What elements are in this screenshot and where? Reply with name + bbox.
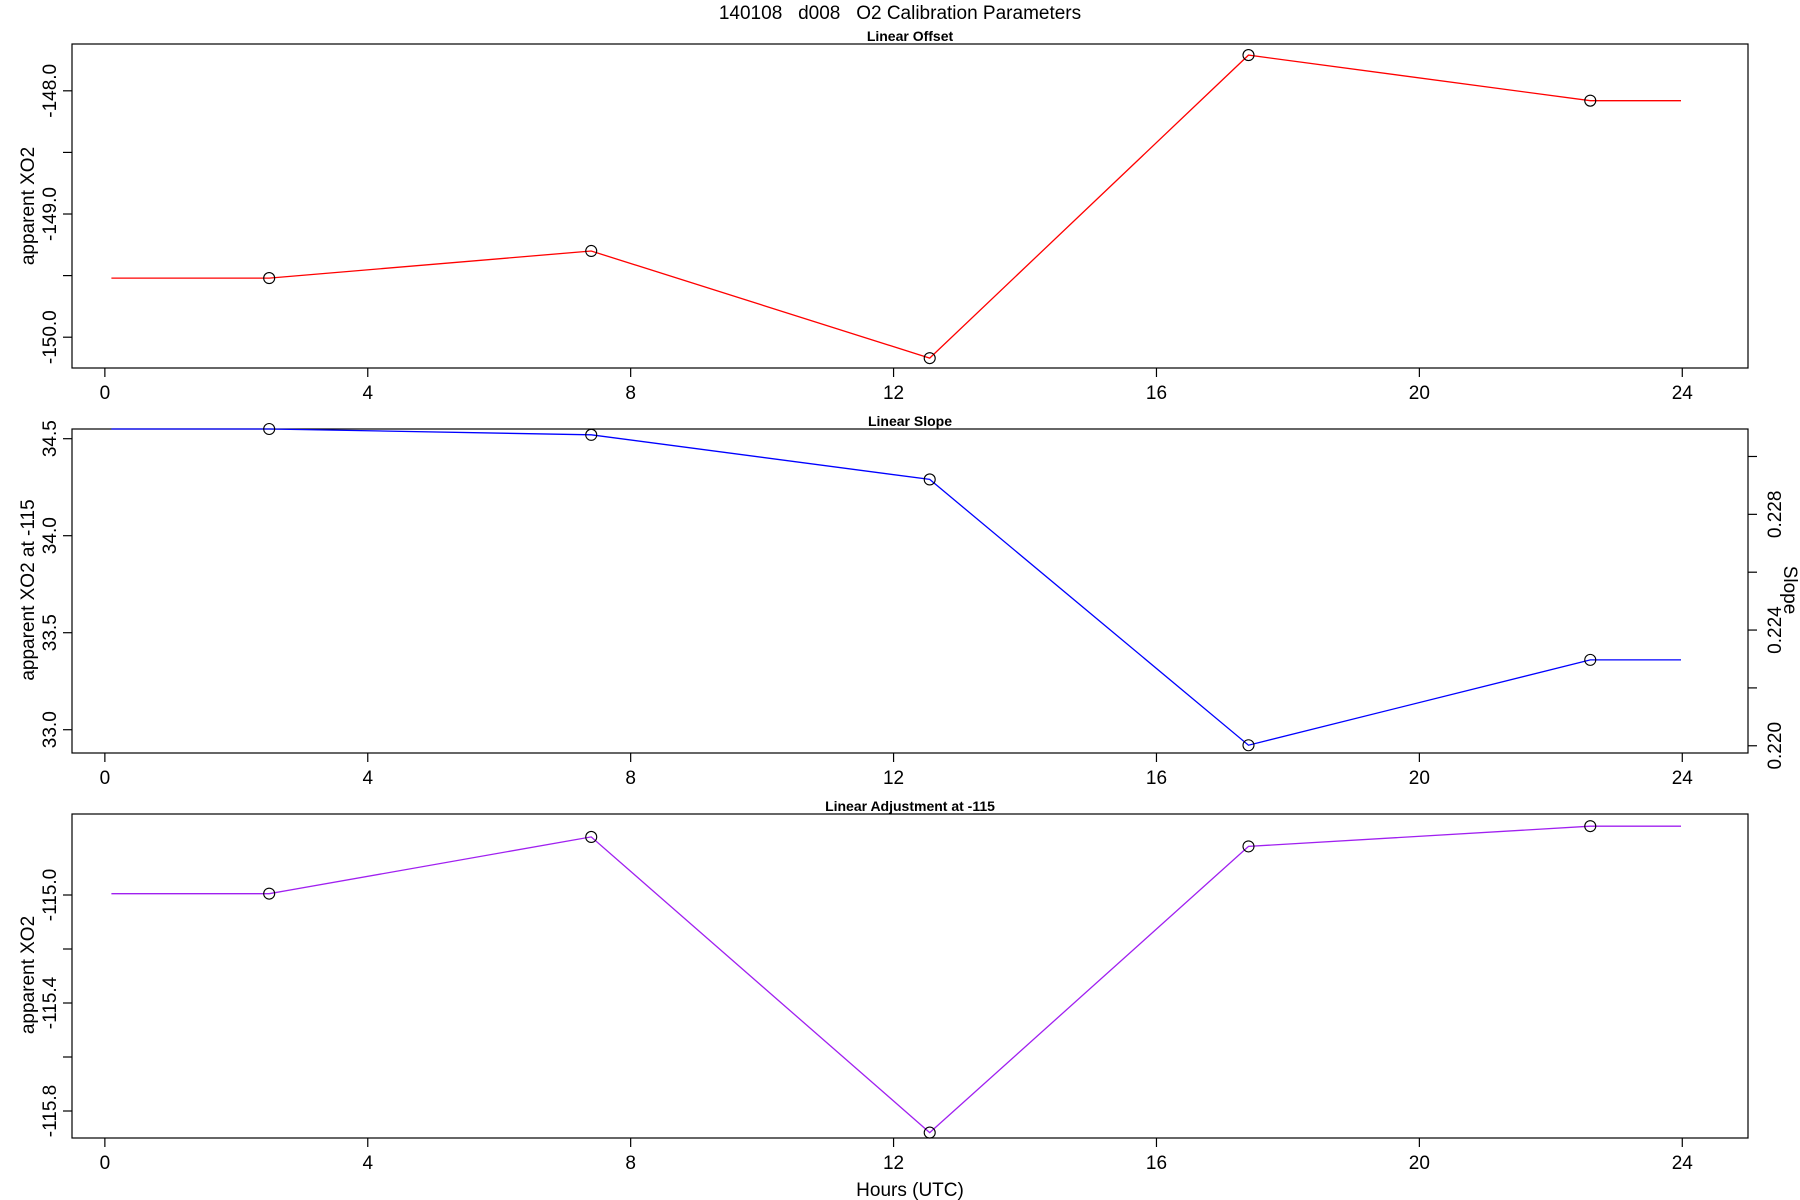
- y-tick-label: -115.0: [40, 869, 61, 921]
- plot-frame: [71, 43, 1749, 369]
- data-point: [263, 422, 276, 436]
- x-tick-label: 12: [883, 768, 904, 789]
- x-tick-label: 0: [100, 383, 111, 404]
- data-point: [1584, 653, 1597, 666]
- panel-title: Linear Offset: [867, 28, 954, 44]
- panel-linear-slope: Linear Slope apparent XO2 at -115 Slope …: [18, 413, 1800, 789]
- x-tick-label: 12: [883, 1153, 904, 1174]
- series-line: [111, 54, 1681, 359]
- y-tick-label: 34.5: [40, 420, 61, 457]
- y2-axis-label: Slope: [1779, 566, 1800, 615]
- panel-title: Linear Slope: [868, 413, 952, 429]
- y-axis-label: apparent XO2: [18, 147, 39, 265]
- panel-content: 0 4 8 12 16 20 24 33.0 33.5 34.0 34.5 0.220 0.224 0.2…: [40, 420, 1786, 789]
- y-axis-label: apparent XO2 at -115: [18, 499, 39, 680]
- data-point: [923, 352, 936, 365]
- x-tick-label: 24: [1672, 383, 1694, 404]
- x-tick-label: 8: [625, 383, 636, 404]
- panel-linear-adjustment: Linear Adjustment at -115 apparent XO2 H…: [18, 798, 1749, 1200]
- x-tick-label: 8: [625, 1153, 636, 1174]
- data-point: [585, 428, 598, 441]
- data-point: [1584, 94, 1597, 107]
- plot-frame: [71, 813, 1749, 1139]
- plot-frame: [71, 428, 1749, 754]
- data-point: [1242, 739, 1255, 752]
- x-tick-label: 0: [100, 1153, 111, 1174]
- data-point: [1584, 820, 1597, 833]
- data-point: [1242, 840, 1255, 853]
- data-point: [1242, 49, 1255, 62]
- x-tick-label: 24: [1672, 768, 1694, 789]
- x-tick-label: 24: [1672, 1153, 1694, 1174]
- panel-title: Linear Adjustment at -115: [825, 798, 995, 814]
- panel-linear-offset: Linear Offset apparent XO2 0 4 8 12 16 20 24 -1…: [18, 28, 1749, 404]
- y-tick-label: 34.0: [40, 517, 61, 554]
- y-tick-label: -149.0: [40, 187, 61, 241]
- data-point: [923, 473, 936, 486]
- y-axis-label: apparent XO2: [18, 916, 39, 1034]
- y-tick-label: -148.0: [40, 64, 61, 118]
- panel-content: 0 4 8 12 16 20 24 -115.8 -115.4 -115.0: [40, 820, 1694, 1174]
- x-tick-label: 4: [362, 1153, 373, 1174]
- y-tick-label: -115.4: [40, 976, 61, 1029]
- data-point: [923, 1126, 936, 1139]
- series-line: [111, 428, 1681, 746]
- x-tick-label: 12: [883, 383, 904, 404]
- x-axis-label: Hours (UTC): [856, 1180, 964, 1200]
- data-point: [263, 272, 276, 285]
- x-tick-label: 16: [1146, 1153, 1167, 1174]
- y2-tick-label: 0.224: [1765, 606, 1786, 654]
- series-line: [111, 825, 1681, 1134]
- x-tick-label: 0: [100, 768, 111, 789]
- x-tick-label: 20: [1409, 768, 1430, 789]
- x-tick-label: 8: [625, 768, 636, 789]
- x-tick-label: 4: [362, 768, 373, 789]
- y2-tick-label: 0.220: [1765, 722, 1786, 770]
- y-tick-label: 33.0: [40, 711, 61, 748]
- x-tick-label: 20: [1409, 383, 1430, 404]
- data-point: [263, 887, 276, 900]
- data-point: [585, 830, 598, 844]
- data-point: [585, 244, 598, 258]
- y-tick-label: 33.5: [40, 614, 61, 651]
- x-tick-label: 20: [1409, 1153, 1430, 1174]
- x-tick-label: 16: [1146, 383, 1167, 404]
- y-tick-label: -115.8: [40, 1085, 61, 1137]
- x-tick-label: 4: [362, 383, 373, 404]
- y-tick-label: -150.0: [40, 310, 61, 364]
- x-tick-label: 16: [1146, 768, 1167, 789]
- figure-title: 140108 d008 O2 Calibration Parameters: [719, 3, 1081, 24]
- y2-tick-label: 0.228: [1765, 491, 1786, 539]
- panel-content: 0 4 8 12 16 20 24 -150.0 -149.0 -148.0: [40, 49, 1694, 404]
